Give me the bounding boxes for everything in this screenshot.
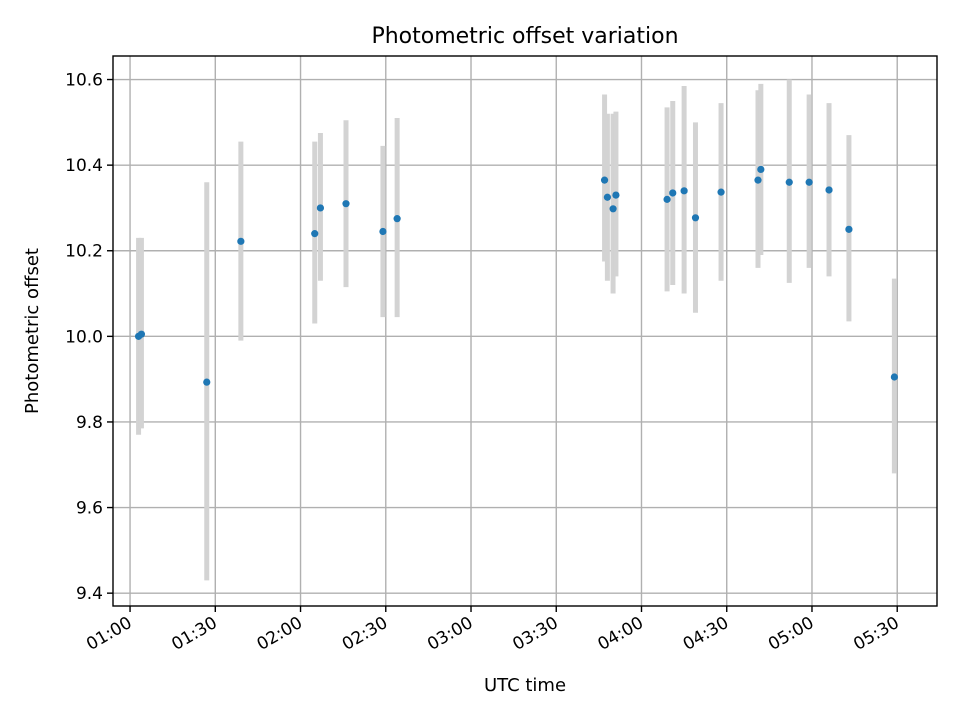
data-point xyxy=(379,227,387,236)
y-axis-ticks: 9.4 9.6 9.8 10.0 10.2 10.4 10.6 xyxy=(65,71,113,604)
x-tick-label: 04:00 xyxy=(595,613,647,655)
data-point xyxy=(717,188,725,196)
x-tick-label: 05:30 xyxy=(850,613,902,655)
data-point xyxy=(137,330,146,338)
x-tick-label: 03:00 xyxy=(424,613,476,655)
data-point xyxy=(890,373,898,381)
data-point xyxy=(825,186,833,194)
data-point xyxy=(600,176,609,184)
x-tick-label: 01:30 xyxy=(168,613,220,655)
x-tick-label: 04:30 xyxy=(680,613,732,655)
data-point xyxy=(757,165,765,174)
data-point xyxy=(342,200,350,208)
x-axis-label: UTC time xyxy=(484,675,566,696)
data-point xyxy=(603,193,612,201)
data-point xyxy=(393,215,401,223)
data-point xyxy=(612,191,620,199)
data-point xyxy=(805,178,813,186)
data-point xyxy=(237,237,245,245)
data-point xyxy=(691,214,700,222)
data-point xyxy=(316,204,325,212)
y-tick-label: 10.0 xyxy=(65,327,103,347)
data-point xyxy=(680,187,688,195)
y-tick-label: 10.2 xyxy=(65,242,103,262)
y-tick-label: 9.8 xyxy=(76,413,103,433)
data-point xyxy=(754,176,762,184)
x-tick-label: 05:00 xyxy=(765,613,817,655)
data-points xyxy=(134,165,898,386)
data-point xyxy=(845,225,853,233)
chart-title: Photometric offset variation xyxy=(371,24,678,49)
y-tick-label: 9.6 xyxy=(76,499,103,519)
y-tick-label: 9.4 xyxy=(76,584,103,604)
x-tick-label: 02:00 xyxy=(254,613,306,655)
data-point xyxy=(203,378,211,386)
x-tick-label: 03:30 xyxy=(509,613,561,655)
x-tick-label: 01:00 xyxy=(83,613,135,655)
data-point xyxy=(663,195,671,203)
data-point xyxy=(311,230,319,238)
x-tick-label: 02:30 xyxy=(339,613,391,655)
x-axis-ticks: 01:00 01:30 02:00 02:30 03:00 03:30 04:00 04:30… xyxy=(83,606,903,655)
grid-lines xyxy=(113,56,937,606)
data-point xyxy=(609,205,617,213)
y-tick-label: 10.6 xyxy=(65,71,103,91)
data-point xyxy=(785,178,793,186)
data-point xyxy=(669,189,677,197)
y-tick-label: 10.4 xyxy=(65,156,103,176)
y-axis-label: Photometric offset xyxy=(22,248,43,414)
plot-frame xyxy=(112,55,938,607)
error-bars xyxy=(136,79,897,581)
